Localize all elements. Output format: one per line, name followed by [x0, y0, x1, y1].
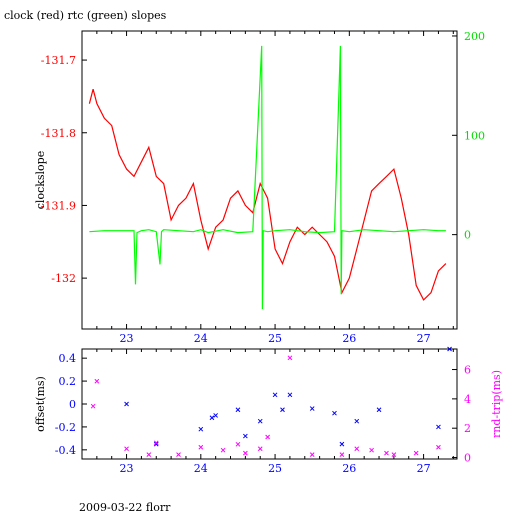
x-tick-label: 26 — [342, 332, 356, 345]
y2-tick-label: 200 — [464, 30, 485, 43]
offset-point — [309, 406, 315, 411]
top-panel: 23 24 25 26 27 -131.7 -131.8 -131.9 -132 0 100 200 c… — [34, 30, 485, 345]
rndtrip-point — [176, 452, 181, 457]
offset-point — [198, 426, 204, 432]
chart-title: clock (red) rtc (green) slopes — [4, 9, 167, 22]
rndtrip-point — [354, 446, 360, 452]
y-axis-label: clockslope — [34, 151, 47, 209]
x-tick-label: 26 — [342, 462, 356, 475]
rndtrip-point — [243, 450, 248, 456]
y2-tick-label: 6 — [464, 364, 471, 377]
plot-frame — [81, 348, 458, 460]
y-tick-label: -131.9 — [41, 199, 76, 212]
offset-point — [447, 346, 452, 352]
x-tick-label: 23 — [120, 332, 134, 345]
rndtrip-point — [235, 441, 241, 447]
rndtrip-point — [436, 444, 441, 450]
x-tick-label: 25 — [268, 332, 282, 345]
offset-point — [213, 413, 219, 418]
rndtrip-point — [257, 446, 263, 452]
rndtrip-point — [369, 447, 374, 453]
offset-point — [235, 407, 241, 413]
rtc-slope-line — [89, 45, 446, 310]
rndtrip-point — [90, 403, 96, 409]
y2-tick-label: 0 — [464, 452, 471, 465]
rndtrip-point — [124, 446, 129, 452]
x-tick-label: 27 — [417, 462, 431, 475]
rndtrip-point — [384, 450, 389, 456]
rndtrip-point — [339, 452, 345, 457]
offset-point — [124, 401, 129, 407]
y-tick-label: -131.7 — [41, 54, 76, 67]
bottom-panel: 23 24 25 26 27 0.4 0.2 0 -0.2 -0.4 6 4 2 0 offset(ms) r… — [34, 346, 503, 475]
y-tick-label: 0.2 — [59, 375, 77, 388]
rndtrip-point — [198, 444, 204, 450]
offset-point — [354, 418, 360, 424]
y2-tick-label: 4 — [464, 393, 471, 406]
y2-tick-label: 2 — [464, 422, 471, 435]
x-tick-label: 23 — [120, 462, 134, 475]
rndtrip-point — [265, 434, 270, 440]
plot-frame — [81, 30, 458, 330]
rndtrip-point — [153, 440, 159, 446]
offset-point — [257, 418, 263, 424]
y2-tick-label: 100 — [464, 129, 485, 142]
offset-point — [436, 424, 441, 430]
offset-point — [153, 441, 159, 447]
clock-slope-line — [88, 88, 447, 301]
offset-point — [332, 410, 337, 416]
rndtrip-point — [287, 355, 293, 361]
y2-axis-label: rnd-trip(ms) — [490, 370, 503, 438]
offset-point — [209, 415, 215, 421]
y-tick-label: -0.2 — [55, 421, 76, 434]
y-tick-label: -0.4 — [55, 444, 76, 457]
y-axis-label: offset(ms) — [34, 376, 47, 432]
offset-point — [243, 433, 248, 439]
offset-point — [272, 392, 278, 398]
y-tick-label: -132 — [51, 272, 76, 285]
offset-point — [339, 441, 345, 447]
y-tick-label: 0 — [69, 398, 76, 411]
y2-tick-label: 0 — [464, 229, 471, 242]
x-tick-label: 27 — [417, 332, 431, 345]
rndtrip-point — [146, 452, 152, 457]
y-tick-label: 0.4 — [59, 352, 77, 365]
x-tick-label: 25 — [268, 462, 282, 475]
y-tick-label: -131.8 — [41, 127, 76, 140]
chart-footer: 2009-03-22 florr — [79, 501, 171, 512]
offset-point — [280, 407, 285, 413]
x-tick-label: 24 — [194, 462, 208, 475]
offset-point — [376, 407, 382, 413]
rndtrip-point — [391, 452, 397, 457]
rndtrip-point — [220, 447, 226, 453]
x-tick-label: 24 — [194, 332, 208, 345]
rndtrip-point — [309, 452, 315, 457]
rndtrip-point — [413, 450, 419, 456]
rndtrip-point — [94, 378, 100, 384]
offset-point — [287, 392, 293, 398]
